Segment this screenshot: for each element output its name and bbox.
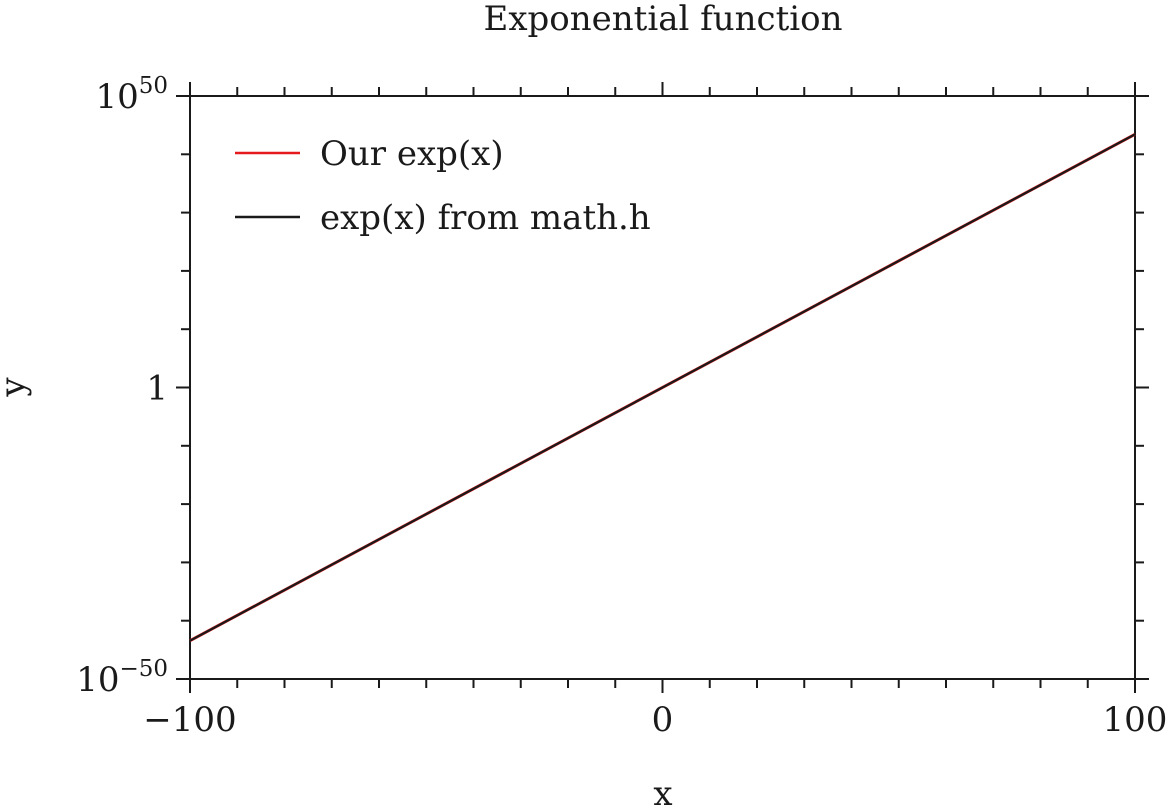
y-tick-label: 1 <box>146 369 168 409</box>
chart-title: Exponential function <box>484 0 843 39</box>
y-tick-label: 10−50 <box>76 656 168 700</box>
plot-axes: −100 0 100 10−50 1 1050 <box>76 73 1167 740</box>
x-tick-label: 100 <box>1103 700 1167 740</box>
series-line-2 <box>189 133 1136 642</box>
x-axis-label: x <box>653 774 672 807</box>
legend-label-2: exp(x) from math.h <box>320 198 651 238</box>
y-axis-label: y <box>0 377 33 398</box>
x-tick-label: 0 <box>652 700 674 740</box>
legend-label-1: Our exp(x) <box>320 134 504 174</box>
x-tick-label: −100 <box>143 700 236 740</box>
y-tick-label: 1050 <box>95 73 168 117</box>
plot-series <box>189 132 1136 643</box>
legend: Our exp(x) exp(x) from math.h <box>235 134 651 238</box>
